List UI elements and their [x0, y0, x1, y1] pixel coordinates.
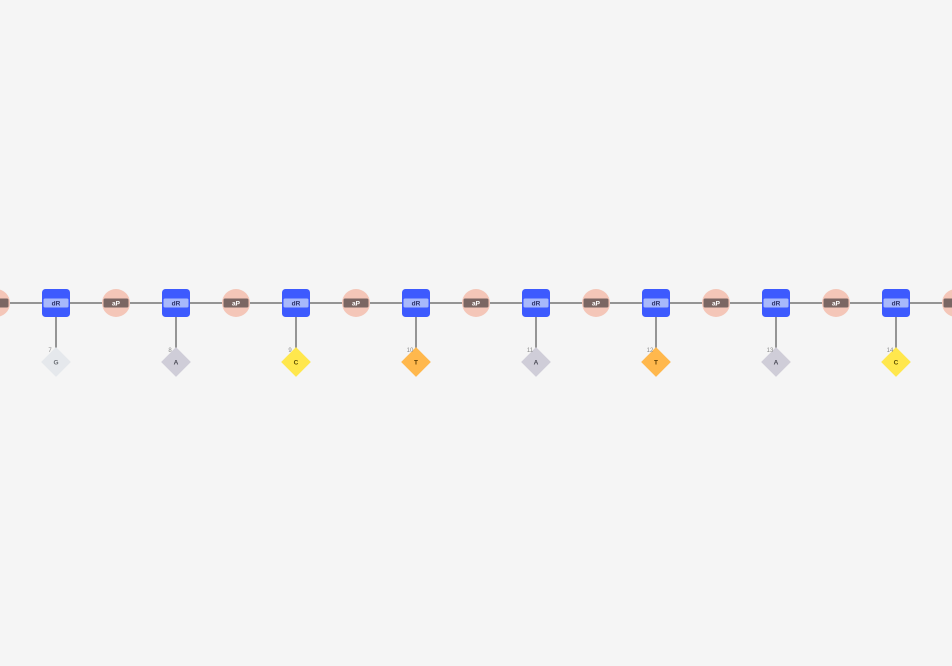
phosphate-label: aP — [592, 300, 601, 307]
sugar-node[interactable]: dR — [642, 289, 670, 317]
sugar-label: dR — [532, 300, 541, 307]
sugar-label-bg — [643, 298, 669, 308]
phosphate-label-bg — [0, 298, 9, 308]
sugar-node[interactable]: dR — [162, 289, 190, 317]
phosphate-label: aP — [832, 300, 841, 307]
sugar-label-bg — [283, 298, 309, 308]
phosphate-node[interactable]: aP — [462, 289, 490, 317]
base-index: 12 — [647, 348, 654, 354]
base-index: 14 — [887, 348, 894, 354]
base-index: 10 — [407, 348, 414, 354]
base-diamond — [521, 347, 551, 377]
sugar-label: dR — [652, 300, 661, 307]
phosphate-node[interactable]: aP — [942, 289, 952, 317]
phosphate-node[interactable]: aP — [582, 289, 610, 317]
base-index: 11 — [527, 348, 534, 354]
sugar-label: dR — [412, 300, 421, 307]
sugar-node[interactable]: dR — [402, 289, 430, 317]
base-letter: C — [894, 359, 899, 366]
phosphate-node[interactable]: aP — [102, 289, 130, 317]
base-letter: A — [174, 359, 179, 366]
phosphate-node[interactable]: aP — [222, 289, 250, 317]
sugar-node[interactable]: dR — [882, 289, 910, 317]
base-diamond — [281, 347, 311, 377]
base-diamond — [881, 347, 911, 377]
phosphate-label: aP — [232, 300, 241, 307]
base-node[interactable]: A11 — [521, 347, 551, 377]
base-node[interactable]: G7 — [41, 347, 71, 377]
base-node[interactable]: T10 — [401, 347, 431, 377]
base-node[interactable]: A8 — [161, 347, 191, 377]
phosphate-node[interactable]: aP — [822, 289, 850, 317]
phosphate-label: aP — [472, 300, 481, 307]
base-connectors — [55, 313, 897, 350]
base-letter: C — [294, 359, 299, 366]
phosphate-label-bg — [223, 298, 249, 308]
base-node[interactable]: C9 — [281, 347, 311, 377]
base-letter: A — [774, 359, 779, 366]
base-node[interactable]: A13 — [761, 347, 791, 377]
base-diamond — [161, 347, 191, 377]
base-letter: G — [53, 359, 58, 366]
phosphate-label: aP — [712, 300, 721, 307]
phosphate-node[interactable]: aP — [702, 289, 730, 317]
base-diamond — [761, 347, 791, 377]
sugar-label: dR — [772, 300, 781, 307]
base-index: 9 — [288, 348, 292, 354]
sugar-node[interactable]: dR — [762, 289, 790, 317]
sugar-label-bg — [43, 298, 69, 308]
phosphate-label-bg — [103, 298, 129, 308]
phosphate-label-bg — [583, 298, 609, 308]
base-index: 13 — [767, 348, 774, 354]
phosphate-node[interactable]: aP — [0, 289, 10, 317]
sugar-label: dR — [892, 300, 901, 307]
base-index: 7 — [48, 348, 52, 354]
base-node[interactable]: T12 — [641, 347, 671, 377]
base-diamond — [41, 347, 71, 377]
sugar-label-bg — [403, 298, 429, 308]
sugar-label-bg — [883, 298, 909, 308]
phosphate-label-bg — [823, 298, 849, 308]
sugar-label-bg — [163, 298, 189, 308]
base-node[interactable]: C14 — [881, 347, 911, 377]
base-index: 8 — [168, 348, 172, 354]
sugar-node[interactable]: dR — [522, 289, 550, 317]
phosphate-label-bg — [463, 298, 489, 308]
base-diamond — [641, 347, 671, 377]
base-letter: A — [534, 359, 539, 366]
sugar-label: dR — [172, 300, 181, 307]
sugar-label: dR — [292, 300, 301, 307]
sugar-node[interactable]: dR — [42, 289, 70, 317]
phosphate-label-bg — [703, 298, 729, 308]
phosphate-group: aP aP aP aP aP aP aP aP aP — [0, 289, 952, 317]
phosphate-label: aP — [352, 300, 361, 307]
base-letter: T — [654, 359, 658, 366]
sugar-group: dR dR dR dR dR dR dR dR — [42, 289, 910, 317]
sugar-label: dR — [52, 300, 61, 307]
phosphate-label-bg — [943, 298, 952, 308]
phosphate-label: aP — [112, 300, 121, 307]
base-diamond — [401, 347, 431, 377]
base-letter: T — [414, 359, 418, 366]
sugar-label-bg — [763, 298, 789, 308]
sugar-label-bg — [523, 298, 549, 308]
phosphate-node[interactable]: aP — [342, 289, 370, 317]
sugar-node[interactable]: dR — [282, 289, 310, 317]
phosphate-label-bg — [343, 298, 369, 308]
